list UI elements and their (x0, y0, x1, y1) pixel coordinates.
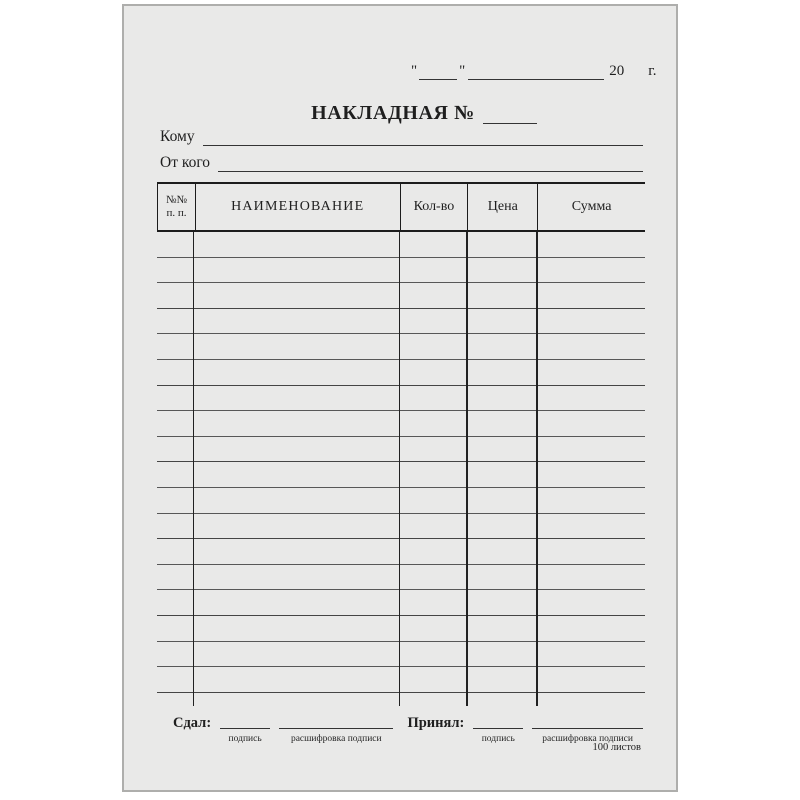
invoice-number-blank-line (482, 108, 537, 124)
column-header-quantity-label: Кол-во (413, 199, 455, 214)
table-empty-row (157, 334, 645, 360)
column-header-sum-label: Сумма (571, 199, 612, 214)
received-name-field: расшифровка подписи (532, 715, 643, 748)
date-century: 20 (609, 63, 625, 79)
table-empty-row (157, 590, 645, 616)
table-empty-row (157, 411, 645, 437)
handed-signature-caption: подпись (228, 734, 262, 744)
table-empty-row (157, 360, 645, 386)
table-rows (157, 232, 645, 693)
table-empty-row (157, 616, 645, 642)
handed-name-field: расшифровка подписи (279, 715, 394, 748)
table-empty-row (157, 386, 645, 412)
form-title: НАКЛАДНАЯ № (311, 102, 475, 124)
column-divider-1 (192, 232, 195, 706)
column-header-number-line1: №№ (165, 194, 187, 206)
items-table-body (157, 232, 645, 706)
date-open-quote: " (411, 63, 418, 79)
column-header-price: Цена (467, 184, 537, 230)
sheets-count-note: 100 листов (592, 742, 641, 753)
table-empty-row (157, 565, 645, 591)
handed-over-label: Сдал: (173, 715, 212, 731)
form-title-row: НАКЛАДНАЯ № (148, 102, 700, 124)
table-empty-row (157, 283, 645, 309)
column-header-price-label: Цена (487, 199, 518, 214)
date-day-blank-line (419, 64, 458, 80)
column-header-name: НАИМЕНОВАНИЕ (194, 184, 400, 230)
field-from: От кого (160, 154, 643, 172)
received-signature-caption: подпись (481, 734, 515, 744)
column-divider-4 (536, 232, 538, 706)
items-table-header: №№ п. п. НАИМЕНОВАНИЕ Кол-во Цена Сумма (157, 182, 645, 232)
column-header-number: №№ п. п. (158, 184, 195, 230)
table-empty-row (157, 539, 645, 565)
column-divider-3 (466, 232, 468, 706)
date-close-quote: " (459, 63, 466, 79)
field-to: Кому (160, 128, 643, 146)
received-name-caption: расшифровка подписи (542, 734, 633, 744)
date-month-blank-line (468, 64, 605, 80)
field-from-label: От кого (160, 154, 211, 171)
column-header-sum: Сумма (537, 184, 645, 230)
received-signature-field: подпись (473, 715, 524, 748)
table-empty-row (157, 309, 645, 335)
date-year-suffix: г. (648, 63, 657, 79)
received-name-blank-line (532, 715, 643, 729)
handed-name-caption: расшифровка подписи (290, 734, 382, 744)
column-header-quantity: Кол-во (399, 184, 468, 230)
table-empty-row (157, 462, 645, 488)
received-signature-blank-line (473, 715, 524, 729)
field-from-blank-line (218, 156, 643, 172)
handed-name-blank-line (279, 715, 394, 729)
table-empty-row (157, 232, 645, 258)
items-table: №№ п. п. НАИМЕНОВАНИЕ Кол-во Цена Сумма (157, 182, 645, 706)
table-empty-row (157, 642, 645, 668)
field-to-blank-line (202, 130, 643, 146)
handed-signature-blank-line (220, 715, 271, 729)
table-empty-row (157, 667, 645, 693)
column-header-name-label: НАИМЕНОВАНИЕ (231, 199, 365, 214)
signatures-row: Сдал: подпись расшифровка подписи Принял… (173, 715, 643, 748)
field-to-label: Кому (160, 128, 195, 145)
date-line: " " 20 г. (411, 62, 656, 80)
received-label: Принял: (407, 715, 465, 731)
table-open-bottom-stub (157, 693, 645, 706)
invoice-form-sheet: " " 20 г. НАКЛАДНАЯ № Кому От кого №№ п.… (122, 4, 678, 792)
column-divider-2 (398, 232, 401, 706)
table-empty-row (157, 437, 645, 463)
handed-signature-field: подпись (220, 715, 271, 748)
column-header-number-line2: п. п. (166, 207, 187, 219)
table-empty-row (157, 488, 645, 514)
table-empty-row (157, 258, 645, 284)
table-empty-row (157, 514, 645, 540)
